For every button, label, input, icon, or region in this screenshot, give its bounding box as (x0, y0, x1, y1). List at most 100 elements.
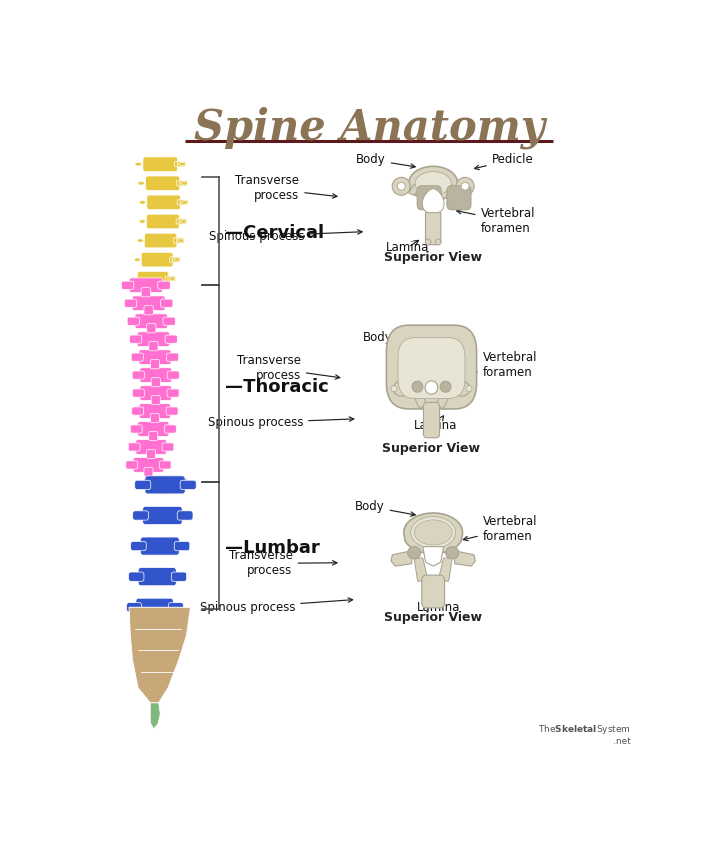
Polygon shape (438, 558, 452, 581)
Text: —Lumbar: —Lumbar (225, 540, 320, 558)
Ellipse shape (393, 381, 410, 396)
FancyBboxPatch shape (174, 541, 190, 551)
FancyBboxPatch shape (132, 296, 165, 310)
FancyBboxPatch shape (417, 186, 441, 210)
Text: Pedicle: Pedicle (474, 153, 534, 170)
Ellipse shape (454, 381, 470, 396)
Ellipse shape (412, 381, 423, 392)
Text: Vertebral
foramen: Vertebral foramen (456, 207, 535, 235)
Ellipse shape (138, 182, 145, 185)
FancyBboxPatch shape (129, 572, 144, 581)
FancyBboxPatch shape (140, 537, 179, 555)
FancyBboxPatch shape (163, 317, 176, 326)
FancyBboxPatch shape (150, 476, 181, 490)
Ellipse shape (414, 520, 452, 545)
FancyBboxPatch shape (145, 233, 177, 248)
FancyBboxPatch shape (176, 218, 184, 224)
FancyBboxPatch shape (174, 162, 183, 167)
Ellipse shape (181, 219, 187, 224)
FancyBboxPatch shape (176, 180, 185, 186)
FancyBboxPatch shape (146, 214, 179, 229)
Polygon shape (423, 547, 444, 566)
FancyBboxPatch shape (141, 252, 173, 267)
Text: Body: Body (355, 500, 415, 516)
FancyBboxPatch shape (131, 353, 143, 361)
FancyBboxPatch shape (141, 287, 150, 297)
FancyBboxPatch shape (130, 335, 142, 343)
FancyBboxPatch shape (127, 317, 140, 326)
Polygon shape (409, 178, 430, 196)
FancyBboxPatch shape (132, 511, 148, 520)
FancyBboxPatch shape (128, 443, 140, 451)
Ellipse shape (178, 239, 184, 242)
FancyBboxPatch shape (176, 479, 188, 487)
FancyBboxPatch shape (179, 218, 187, 224)
FancyBboxPatch shape (139, 404, 171, 418)
FancyBboxPatch shape (138, 422, 169, 436)
FancyBboxPatch shape (137, 332, 170, 347)
FancyBboxPatch shape (158, 281, 170, 289)
FancyBboxPatch shape (151, 377, 161, 387)
FancyBboxPatch shape (174, 238, 181, 243)
Text: Lamina: Lamina (417, 595, 460, 614)
Ellipse shape (440, 381, 451, 392)
FancyBboxPatch shape (140, 386, 171, 400)
Text: Spinous process: Spinous process (207, 416, 354, 429)
FancyBboxPatch shape (179, 180, 188, 186)
FancyBboxPatch shape (398, 337, 465, 399)
Ellipse shape (446, 547, 459, 558)
FancyBboxPatch shape (165, 335, 177, 343)
FancyBboxPatch shape (127, 603, 142, 612)
FancyBboxPatch shape (387, 326, 477, 409)
FancyBboxPatch shape (150, 360, 160, 369)
FancyBboxPatch shape (144, 468, 153, 477)
FancyBboxPatch shape (130, 541, 146, 551)
FancyBboxPatch shape (125, 299, 137, 308)
FancyBboxPatch shape (173, 257, 180, 263)
Polygon shape (150, 703, 161, 729)
Polygon shape (391, 551, 412, 566)
FancyBboxPatch shape (143, 479, 154, 487)
Polygon shape (454, 551, 475, 566)
FancyBboxPatch shape (145, 176, 180, 190)
Ellipse shape (425, 381, 438, 394)
FancyBboxPatch shape (147, 450, 156, 459)
Polygon shape (436, 392, 451, 407)
FancyBboxPatch shape (138, 568, 176, 586)
FancyBboxPatch shape (139, 350, 171, 365)
FancyBboxPatch shape (136, 598, 174, 616)
Text: Lamina: Lamina (414, 416, 458, 433)
Polygon shape (436, 178, 457, 196)
FancyBboxPatch shape (426, 211, 441, 245)
FancyBboxPatch shape (161, 485, 170, 495)
FancyBboxPatch shape (177, 200, 185, 205)
Ellipse shape (181, 182, 188, 185)
FancyBboxPatch shape (167, 371, 179, 379)
FancyBboxPatch shape (422, 575, 444, 608)
FancyBboxPatch shape (135, 480, 150, 490)
Ellipse shape (466, 386, 472, 392)
Ellipse shape (408, 547, 420, 558)
FancyBboxPatch shape (177, 511, 193, 520)
Text: —Thoracic: —Thoracic (225, 377, 329, 396)
FancyBboxPatch shape (126, 461, 138, 469)
FancyBboxPatch shape (166, 407, 178, 415)
Polygon shape (129, 607, 190, 703)
FancyBboxPatch shape (171, 572, 186, 581)
FancyBboxPatch shape (145, 476, 185, 494)
FancyBboxPatch shape (180, 200, 188, 205)
Text: Superior View: Superior View (384, 611, 482, 624)
Text: Spinous process: Spinous process (210, 230, 362, 242)
FancyBboxPatch shape (170, 257, 177, 263)
FancyBboxPatch shape (144, 306, 153, 314)
Ellipse shape (130, 277, 137, 280)
FancyBboxPatch shape (132, 371, 144, 379)
FancyBboxPatch shape (165, 276, 173, 281)
FancyBboxPatch shape (161, 299, 173, 308)
Ellipse shape (138, 239, 143, 242)
Ellipse shape (134, 258, 140, 262)
FancyBboxPatch shape (162, 443, 174, 451)
FancyBboxPatch shape (122, 281, 134, 289)
FancyBboxPatch shape (147, 324, 156, 333)
Ellipse shape (426, 239, 431, 245)
